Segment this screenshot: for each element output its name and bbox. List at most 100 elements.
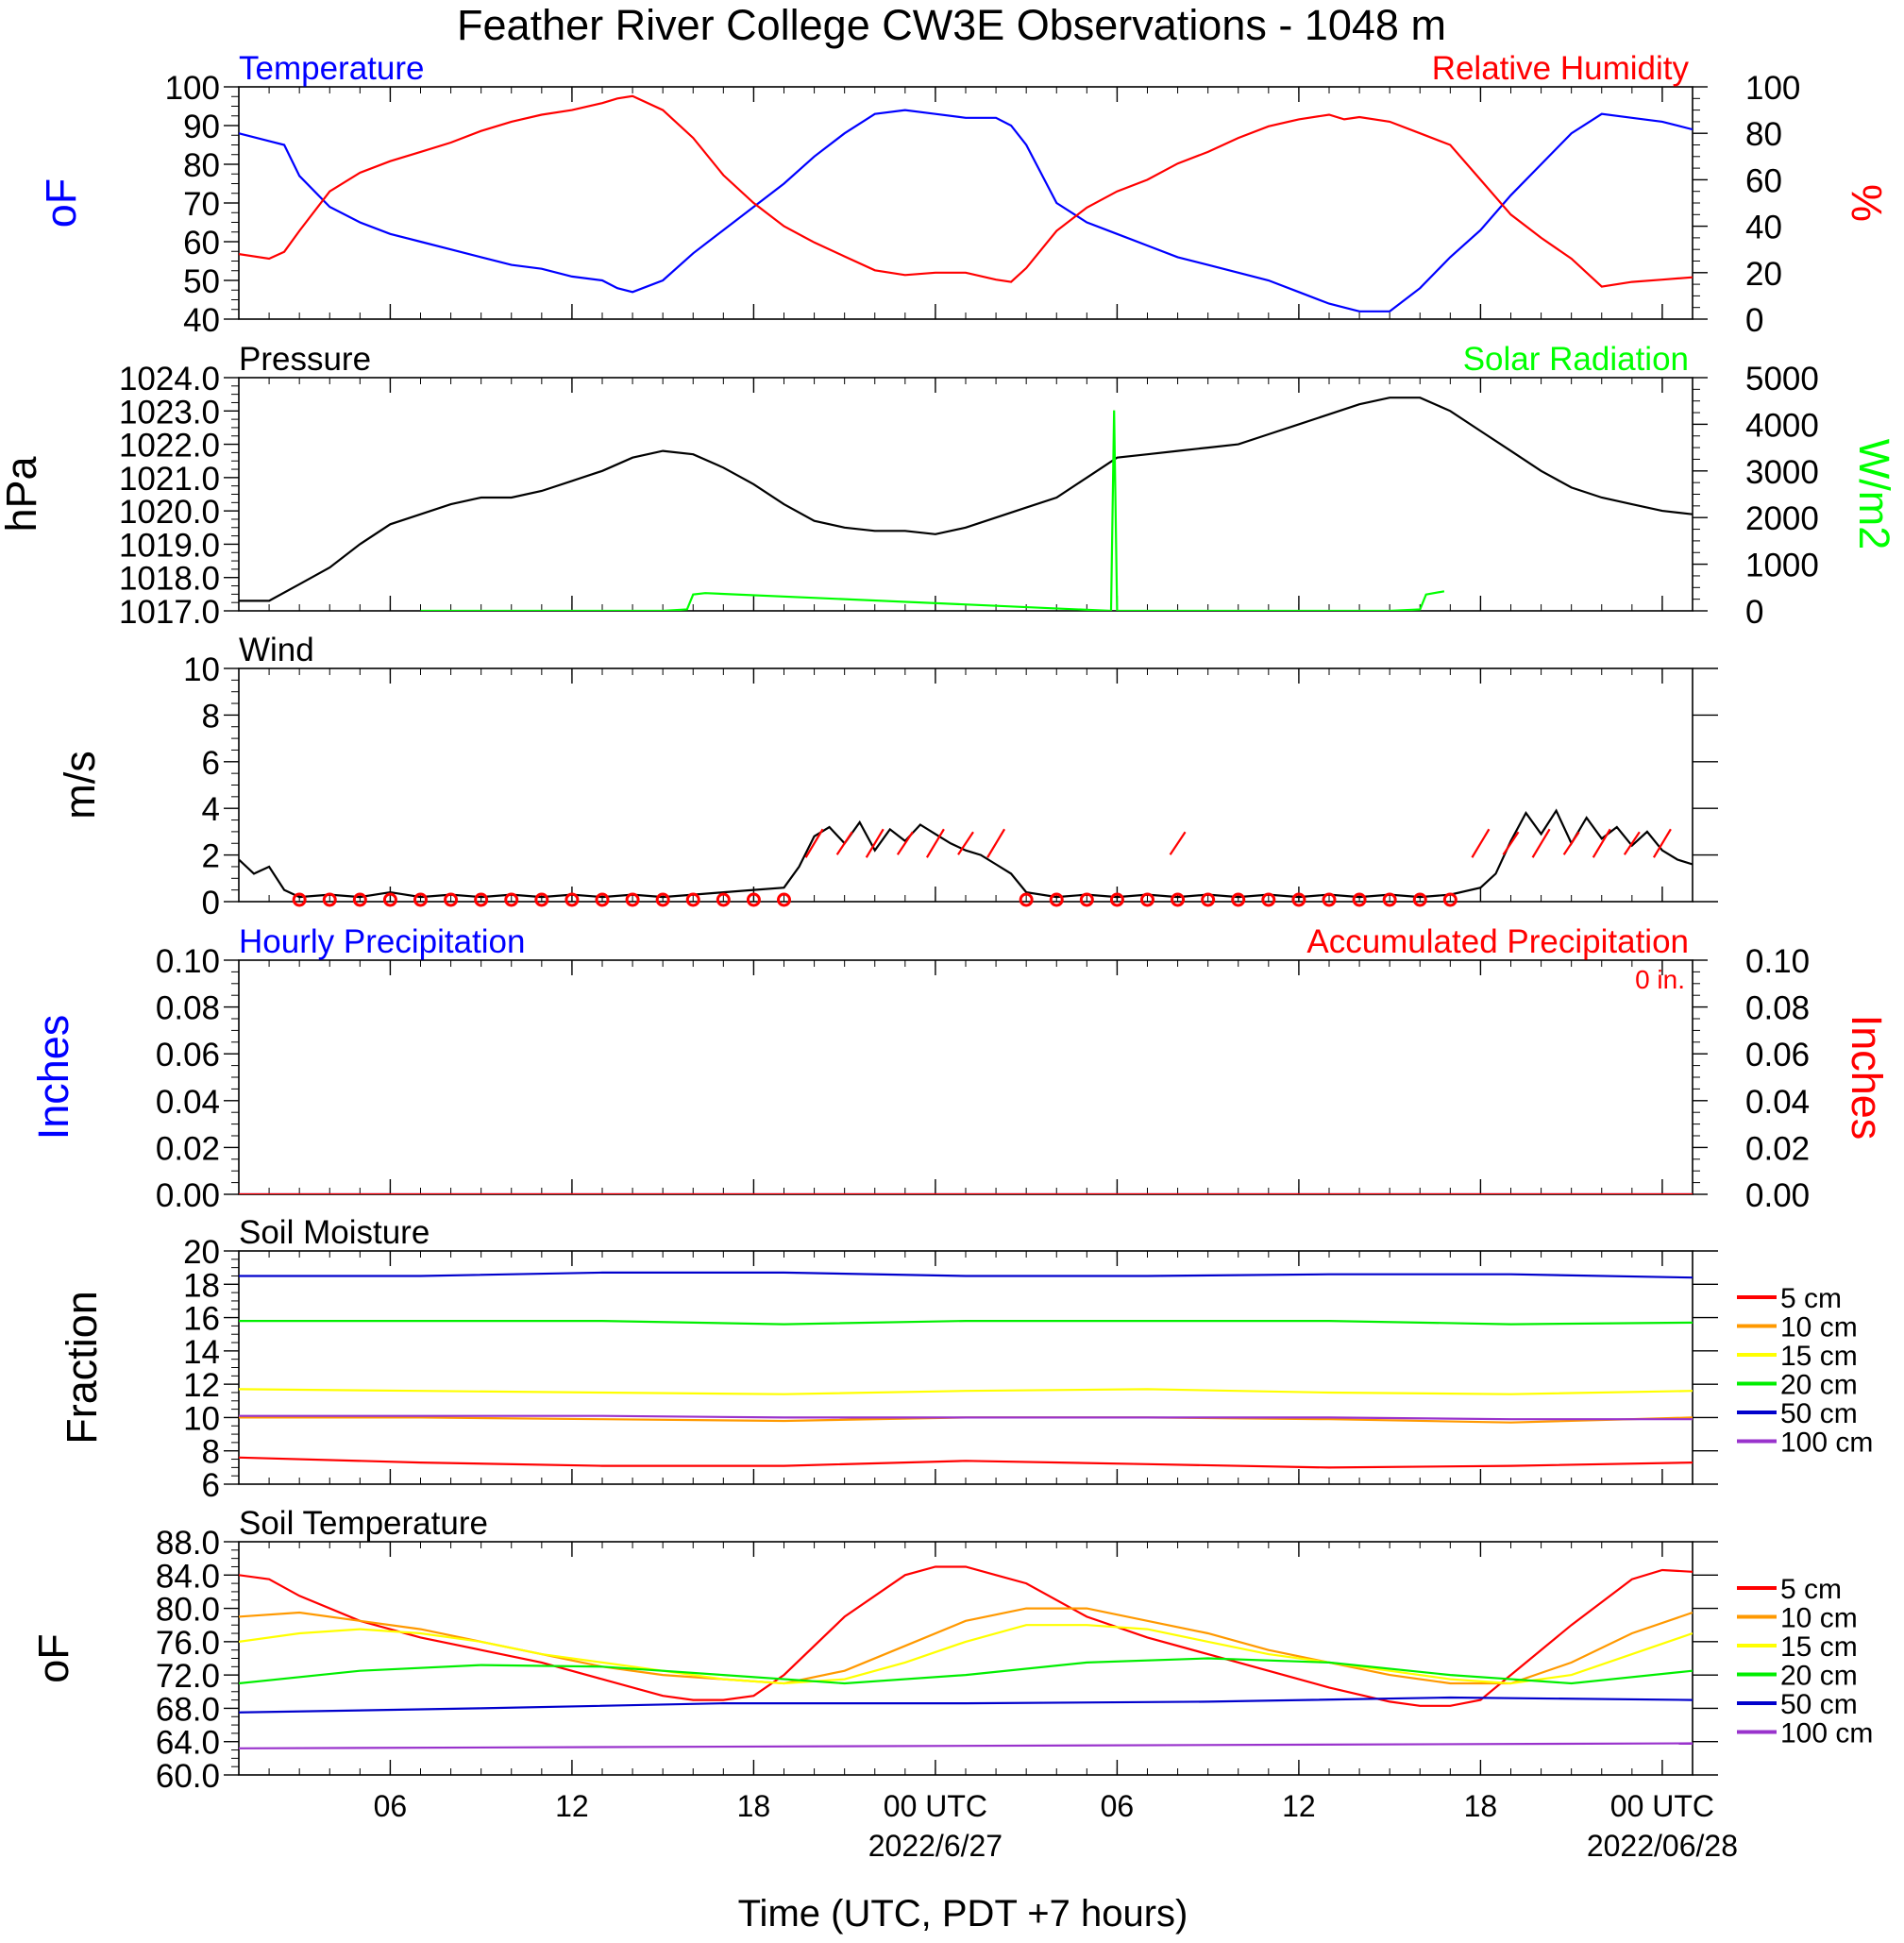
y-tick-label-left: 4 bbox=[202, 791, 220, 828]
y-tick-label-left: 1018.0 bbox=[119, 561, 220, 598]
y-tick-label-left: 1020.0 bbox=[119, 494, 220, 531]
y-axis-label-right: Inches bbox=[1843, 1015, 1891, 1140]
calm-wind-circle bbox=[322, 892, 337, 907]
y-tick-label-left: 84.0 bbox=[156, 1558, 220, 1595]
y-tick-label-left: 10 bbox=[183, 651, 220, 688]
y-tick-label-right: 60 bbox=[1745, 162, 1782, 199]
y-tick-label-left: 0.02 bbox=[156, 1130, 220, 1167]
y-tick-label-right: 0.10 bbox=[1745, 943, 1810, 980]
panel-frame bbox=[238, 1541, 1693, 1776]
calm-wind-circle bbox=[595, 892, 610, 907]
calm-wind-circle bbox=[444, 892, 459, 907]
panel-title-right: Relative Humidity bbox=[1432, 50, 1690, 87]
x-tick-label: 12 bbox=[1282, 1789, 1316, 1823]
panel-pressure-solar: 1017.01018.01019.01020.01021.01022.01023… bbox=[0, 341, 1898, 631]
calm-wind-circle bbox=[1291, 892, 1306, 907]
series-line-4 bbox=[239, 1657, 1693, 1685]
y-tick-label-right: 3000 bbox=[1745, 454, 1819, 491]
panel-title-right: Solar Radiation bbox=[1463, 341, 1689, 378]
panel-title-right: Accumulated Precipitation bbox=[1306, 923, 1689, 960]
y-axis-label-left: oF bbox=[37, 178, 85, 228]
x-tick-label: 06 bbox=[374, 1789, 408, 1823]
y-tick-label-left: 90 bbox=[183, 109, 220, 145]
calm-wind-circle bbox=[655, 892, 670, 907]
wind-barb bbox=[1502, 831, 1520, 855]
calm-wind-circle bbox=[1412, 892, 1427, 907]
y-tick-label-left: 6 bbox=[202, 745, 220, 782]
panel-frame bbox=[238, 959, 1693, 1195]
series-line-6 bbox=[239, 1414, 1693, 1421]
series-line-6 bbox=[239, 1742, 1693, 1749]
y-tick-label-right: 20 bbox=[1745, 256, 1782, 293]
wind-barb bbox=[925, 828, 945, 858]
calm-wind-circle bbox=[716, 892, 731, 907]
legend-label: 5 cm bbox=[1780, 1574, 1842, 1605]
x-tick-label: 18 bbox=[1464, 1789, 1498, 1823]
wind-barb bbox=[1471, 828, 1491, 858]
y-tick-label-right: 2000 bbox=[1745, 500, 1819, 537]
panel-frame bbox=[238, 1250, 1693, 1485]
y-tick-label-left: 0.10 bbox=[156, 943, 220, 980]
series-line-2 bbox=[239, 94, 1693, 288]
series-line-1 bbox=[239, 1456, 1693, 1469]
x-axis-label: Time (UTC, PDT +7 hours) bbox=[738, 1893, 1188, 1935]
calm-wind-circle bbox=[1049, 892, 1064, 907]
y-axis-label-right: % bbox=[1843, 184, 1891, 222]
y-tick-label-left: 0.08 bbox=[156, 990, 220, 1027]
x-tick-label: 06 bbox=[1101, 1789, 1135, 1823]
wind-barb bbox=[986, 828, 1006, 858]
accumulated-total: 0 in. bbox=[1635, 965, 1685, 994]
x-tick-label: 12 bbox=[555, 1789, 589, 1823]
y-tick-label-left: 50 bbox=[183, 263, 220, 300]
calm-wind-circle bbox=[1382, 892, 1397, 907]
calm-wind-circle bbox=[1352, 892, 1367, 907]
y-tick-label-left: 1022.0 bbox=[119, 428, 220, 465]
y-axis-label-right: W/m2 bbox=[1850, 439, 1898, 550]
legend-label: 15 cm bbox=[1780, 1341, 1858, 1372]
calm-wind-circle bbox=[1140, 892, 1154, 907]
y-tick-label-left: 16 bbox=[183, 1301, 220, 1338]
series-line-3 bbox=[239, 1388, 1693, 1395]
y-tick-label-right: 0.06 bbox=[1745, 1037, 1810, 1073]
y-tick-label-left: 6 bbox=[202, 1467, 220, 1504]
y-tick-label-right: 0.08 bbox=[1745, 990, 1810, 1027]
wind-barb bbox=[1623, 831, 1641, 855]
wind-barb bbox=[1562, 831, 1580, 855]
series-line-5 bbox=[239, 1271, 1693, 1279]
calm-wind-circle bbox=[564, 892, 580, 907]
y-tick-label-left: 1021.0 bbox=[119, 461, 220, 498]
y-tick-label-right: 100 bbox=[1745, 70, 1800, 107]
y-tick-label-left: 40 bbox=[183, 302, 220, 339]
calm-wind-circle bbox=[1442, 892, 1457, 907]
y-tick-label-left: 18 bbox=[183, 1267, 220, 1304]
calm-wind-circle bbox=[685, 892, 700, 907]
wind-barb bbox=[865, 828, 885, 858]
calm-wind-circle bbox=[1171, 892, 1186, 907]
y-tick-label-left: 0.00 bbox=[156, 1177, 220, 1214]
series-line-1 bbox=[239, 1565, 1693, 1707]
y-tick-label-left: 0 bbox=[202, 885, 220, 921]
y-tick-label-right: 40 bbox=[1745, 210, 1782, 246]
y-tick-label-left: 68.0 bbox=[156, 1691, 220, 1728]
calm-wind-circle bbox=[352, 892, 367, 907]
y-tick-label-left: 14 bbox=[183, 1334, 220, 1371]
x-date-label: 2022/06/28 bbox=[1587, 1829, 1738, 1863]
y-tick-label-right: 0.04 bbox=[1745, 1084, 1810, 1121]
y-axis-label-left: Fraction bbox=[58, 1291, 106, 1445]
calm-wind-circle bbox=[534, 892, 549, 907]
calm-wind-circle bbox=[504, 892, 519, 907]
panel-frame bbox=[238, 377, 1693, 612]
calm-wind-circle bbox=[1201, 892, 1216, 907]
y-tick-label-left: 10 bbox=[183, 1400, 220, 1437]
panel-frame bbox=[238, 86, 1693, 320]
y-tick-label-right: 5000 bbox=[1745, 361, 1819, 397]
y-tick-label-left: 60.0 bbox=[156, 1758, 220, 1795]
calm-wind-circle bbox=[1079, 892, 1094, 907]
y-tick-label-right: 0 bbox=[1745, 302, 1763, 339]
y-tick-label-left: 70 bbox=[183, 186, 220, 223]
panel-title-left: Soil Moisture bbox=[239, 1214, 430, 1251]
panel-title-left: Soil Temperature bbox=[239, 1505, 488, 1542]
legend-label: 50 cm bbox=[1780, 1689, 1858, 1720]
